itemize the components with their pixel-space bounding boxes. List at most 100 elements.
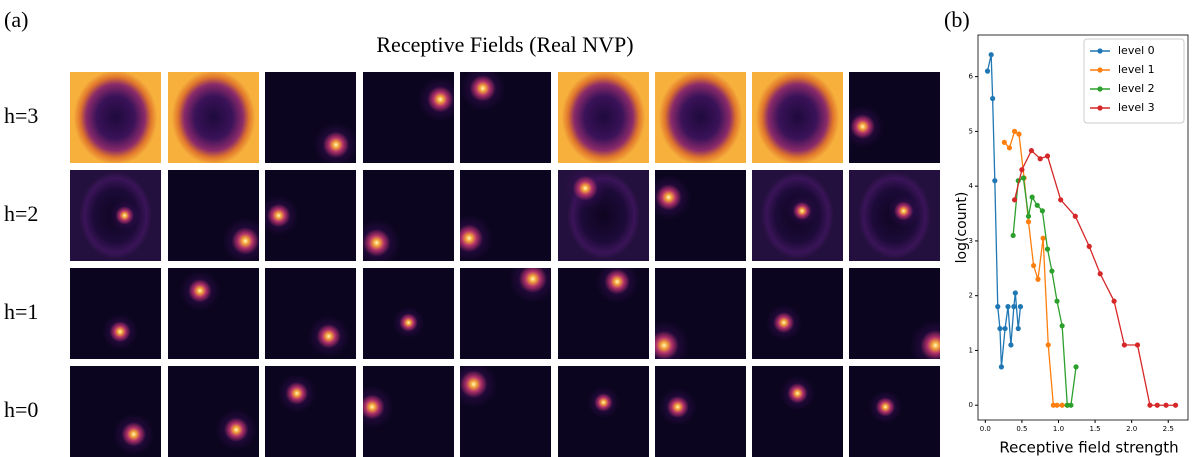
legend-label: level 1 (1118, 63, 1155, 76)
x-tick-label: 2.0 (1126, 425, 1137, 433)
data-point (1031, 262, 1037, 269)
data-point (1045, 342, 1051, 348)
data-point (1019, 167, 1025, 173)
heatmap-tile (265, 72, 356, 163)
heatmap-tile (168, 170, 259, 261)
series-line (1012, 176, 1077, 406)
x-tick-label: 1.5 (1090, 425, 1101, 433)
data-point (1006, 145, 1013, 151)
x-tick-label: 1.0 (1053, 425, 1064, 433)
data-point (1028, 147, 1035, 154)
data-point (997, 325, 1003, 332)
y-tick-label: 0 (969, 401, 973, 409)
data-point (1002, 325, 1008, 332)
y-tick-label: 2 (969, 292, 973, 300)
x-tick-label: 2.5 (1163, 425, 1174, 433)
data-point (1054, 402, 1060, 408)
row-label: h=0 (4, 397, 38, 422)
data-point (1059, 323, 1065, 329)
legend-box (1083, 38, 1185, 124)
data-point (1029, 194, 1035, 200)
data-point (1025, 213, 1032, 219)
x-tick-label: 0.5 (1016, 425, 1027, 433)
data-point (1111, 298, 1117, 304)
data-point (1072, 213, 1078, 219)
y-tick-label: 6 (969, 73, 974, 81)
data-point (1154, 402, 1160, 408)
heatmap-tile (168, 72, 259, 163)
heatmap-tile (558, 268, 649, 359)
heatmap-tile (558, 170, 649, 261)
heatmap-tile (70, 72, 161, 163)
heatmap-tile (752, 366, 843, 457)
heatmap-tile (849, 366, 940, 457)
data-point (1011, 304, 1017, 310)
heatmap-tile (460, 170, 551, 261)
heatmap-tile (849, 72, 940, 163)
heatmap-tile (849, 268, 940, 359)
data-point (1059, 402, 1065, 408)
heatmap-tile (363, 72, 454, 163)
data-point (1020, 175, 1026, 181)
panel-label: (b) (944, 7, 970, 32)
series-line (1013, 149, 1176, 406)
data-point (1011, 197, 1018, 203)
data-point (1011, 128, 1018, 134)
data-point (1163, 402, 1169, 408)
heatmap-tile (363, 170, 454, 261)
data-point (1001, 139, 1007, 145)
data-point (990, 95, 996, 102)
heatmap-tile (655, 366, 746, 457)
data-point (995, 304, 1001, 310)
legend-marker (1097, 67, 1103, 73)
data-point (1005, 304, 1011, 310)
data-point (998, 364, 1005, 370)
data-point (1050, 402, 1056, 408)
row-label: h=1 (4, 299, 38, 324)
data-point (1044, 153, 1051, 159)
legend-label: level 2 (1118, 82, 1155, 95)
y-axis-label: log(count) (954, 192, 970, 264)
heatmap-tile (265, 366, 356, 457)
data-point (992, 178, 998, 184)
heatmap-tile (70, 366, 161, 457)
data-point (1134, 342, 1141, 348)
heatmap-tile (460, 268, 551, 359)
data-point (1017, 304, 1024, 310)
legend-marker (1097, 48, 1103, 54)
panel-label: (a) (4, 7, 28, 32)
heatmap-tile (265, 268, 356, 359)
data-point (1025, 219, 1032, 225)
heatmap-tile (70, 170, 161, 261)
heatmap-tile (752, 72, 843, 163)
data-point (1172, 402, 1179, 408)
data-point (1010, 232, 1016, 239)
data-point (1147, 402, 1153, 408)
data-point (1064, 402, 1070, 408)
heatmap-tile (363, 268, 454, 359)
data-point (1034, 202, 1040, 208)
data-point (1044, 246, 1051, 252)
y-tick-label: 5 (969, 127, 973, 135)
heatmap-tile (752, 170, 843, 261)
y-tick-label: 4 (969, 182, 974, 190)
data-point (1016, 131, 1022, 137)
heatmap-tile (655, 170, 746, 261)
legend-label: level 3 (1118, 101, 1155, 114)
data-point (1068, 402, 1074, 408)
data-point (1058, 197, 1064, 203)
heatmap-tile (460, 72, 551, 163)
heatmap-tile (655, 72, 746, 163)
data-point (984, 68, 991, 74)
heatmap-tile (265, 170, 356, 261)
heatmap-tile (558, 366, 649, 457)
heatmap-tile (655, 268, 746, 359)
data-point (1035, 276, 1041, 282)
data-point (1097, 271, 1103, 277)
data-point (1039, 208, 1045, 214)
heatmap-tile (558, 72, 649, 163)
data-point (1008, 342, 1014, 348)
heatmap-tile (849, 170, 940, 261)
